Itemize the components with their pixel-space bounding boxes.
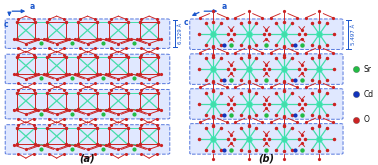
FancyBboxPatch shape (5, 54, 170, 84)
FancyBboxPatch shape (5, 19, 170, 48)
Text: Sr: Sr (363, 65, 371, 74)
Bar (109, 22, 127, 39)
Bar (78, 57, 97, 74)
Text: c: c (3, 20, 8, 29)
Bar (78, 22, 97, 39)
Bar (17, 93, 35, 109)
Bar (17, 22, 35, 39)
Text: (b): (b) (259, 153, 274, 164)
Bar (140, 93, 158, 109)
Text: 5.497 Å: 5.497 Å (351, 24, 356, 45)
Text: 6.329 Å: 6.329 Å (178, 23, 183, 44)
Text: a: a (30, 2, 35, 11)
Bar (48, 128, 66, 144)
Bar (48, 22, 66, 39)
FancyBboxPatch shape (190, 89, 343, 119)
Bar (109, 128, 127, 144)
Bar (109, 93, 127, 109)
Bar (140, 22, 158, 39)
Bar (17, 57, 35, 74)
FancyBboxPatch shape (190, 124, 343, 154)
Text: O: O (363, 115, 369, 124)
FancyBboxPatch shape (5, 125, 170, 154)
Bar (48, 57, 66, 74)
Text: (a): (a) (80, 153, 95, 164)
FancyBboxPatch shape (190, 54, 343, 84)
Bar (17, 128, 35, 144)
FancyBboxPatch shape (190, 19, 343, 50)
Bar (140, 128, 158, 144)
Text: a: a (222, 2, 227, 11)
Bar (78, 93, 97, 109)
Bar (109, 57, 127, 74)
Text: Cd: Cd (363, 90, 373, 99)
Bar (140, 57, 158, 74)
Bar (78, 128, 97, 144)
Text: c: c (184, 18, 189, 27)
FancyBboxPatch shape (5, 89, 170, 119)
Bar (48, 93, 66, 109)
